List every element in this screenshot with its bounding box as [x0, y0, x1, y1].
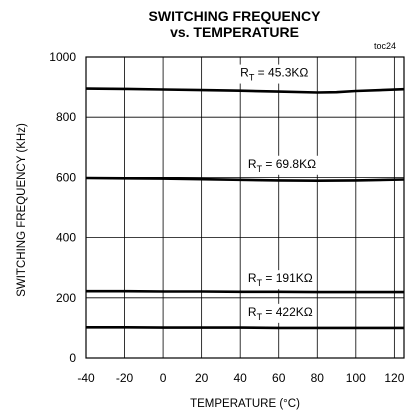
- y-tick-label: 800: [56, 110, 76, 124]
- chart-title-line-1: SWITCHING FREQUENCY: [148, 8, 321, 24]
- series-label-backdrop: [244, 155, 320, 175]
- x-tick-label: 40: [234, 371, 248, 385]
- plot-frame: [85, 56, 405, 359]
- series-line: [86, 289, 404, 294]
- x-axis-label: TEMPERATURE (°C): [190, 398, 300, 410]
- series-label: RT = 191KΩ: [248, 271, 313, 288]
- y-axis-label: SWITCHING FREQUENCY (KHz): [16, 123, 28, 297]
- y-tick-label: 400: [56, 231, 76, 245]
- figure-tag: toc24: [374, 41, 397, 51]
- y-tick-label: 0: [69, 351, 76, 365]
- series-label: RT = 422KΩ: [248, 305, 313, 322]
- series-label-backdrop: [237, 64, 312, 84]
- series-label-backdrop: [244, 270, 316, 290]
- y-tick-label: 1000: [49, 50, 76, 64]
- x-tick-label: 0: [160, 371, 167, 385]
- x-tick-label: 20: [195, 371, 209, 385]
- x-tick-label: -20: [116, 371, 134, 385]
- y-tick-label: 200: [56, 291, 76, 305]
- series-label-backdrop: [244, 303, 316, 323]
- series-line: [86, 325, 404, 330]
- y-tick-label: 600: [56, 170, 76, 184]
- x-tick-label: -40: [77, 371, 95, 385]
- x-tick-label: 100: [346, 371, 366, 385]
- x-tick-label: 80: [311, 371, 325, 385]
- series-line: [85, 176, 405, 182]
- series-label: RT = 69.8KΩ: [248, 157, 316, 174]
- x-tick-label: 60: [272, 371, 286, 385]
- x-tick-label: 120: [384, 371, 404, 385]
- series-label: RT = 45.3KΩ: [240, 66, 308, 83]
- series-line: [85, 87, 405, 94]
- chart-title-line-2: vs. TEMPERATURE: [170, 24, 299, 40]
